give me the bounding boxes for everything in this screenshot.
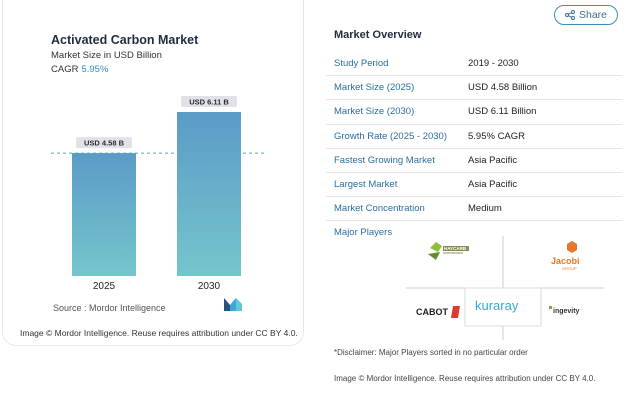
overview-value: Medium [468,203,502,215]
data-label-2025: USD 4.58 B [84,138,125,147]
overview-row-market-size-2025: Market Size (2025) USD 4.58 Billion [326,76,622,101]
overview-key[interactable]: Growth Rate (2025 - 2030) [334,130,448,142]
cagr-line: CAGR 5.95% [51,64,108,75]
overview-key[interactable]: Market Size (2025) [334,82,415,94]
overview-key[interactable]: Market Size (2030) [334,106,415,118]
mordor-logo-icon [224,298,242,311]
overview-value: USD 6.11 Billion [468,106,537,118]
jacobi-logo: Jacobi GROUP [551,241,580,271]
chart-card: USD 4.58 B 2025 USD 6.11 B 2030 Activated C… [2,0,304,346]
data-label-2030: USD 6.11 B [189,97,229,106]
kuraray-text: kuraray [475,298,519,313]
data-label-bg-2030 [181,96,237,107]
image-credit-left: Image © Mordor Intelligence. Reuse requi… [20,328,298,338]
overview-row-study-period: Study Period 2019 - 2030 [326,52,622,77]
share-icon [564,10,575,20]
overview-row-largest-market: Largest Market Asia Pacific [326,173,622,198]
overview-key[interactable]: Market Concentration [334,203,425,215]
disclaimer: *Disclaimer: Major Players sorted in no … [334,348,528,357]
overview-value: 2019 - 2030 [468,58,519,70]
cagr-label: CAGR [51,64,79,75]
overview-value: Asia Pacific [468,154,518,166]
overview-value: 5.95% CAGR [468,130,526,142]
x-tick-label-2025: 2025 [93,281,116,292]
overview-value: Asia Pacific [468,179,518,191]
overview-row-market-size-2030: Market Size (2030) USD 6.11 Billion [326,100,622,125]
bar-2025 [72,153,136,276]
ingevity-logo: ingevity [549,306,580,315]
overview-row-concentration: Market Concentration Medium [326,197,622,222]
cagr-value: 5.95% [81,64,109,75]
kuraray-logo: kuraray [464,287,542,327]
jacobi-text: Jacobi [551,256,580,266]
bar-2030 [177,112,241,276]
overview-key[interactable]: Fastest Growing Market [334,154,435,166]
major-players-title[interactable]: Major Players [334,227,393,238]
data-label-bg-2025 [76,137,132,149]
cabot-text: CABOT [416,307,448,317]
overview-key[interactable]: Largest Market [334,179,398,191]
overview-title: Market Overview [334,29,422,41]
overview-row-growth-rate: Growth Rate (2025 - 2030) 5.95% CAGR [326,125,622,149]
chart-subtitle: Market Size in USD Billion [51,50,162,61]
haycarb-text: HAYCARB [444,246,467,251]
share-button[interactable]: Share [554,5,618,25]
bar-chart: USD 4.58 B 2025 USD 6.11 B 2030 [51,96,265,292]
image-credit-right: Image © Mordor Intelligence. Reuse requi… [334,374,596,383]
overview-row-fastest-growing: Fastest Growing Market Asia Pacific [326,149,622,173]
x-tick-label-2030: 2030 [198,281,221,292]
overview-value: USD 4.58 Billion [468,82,538,94]
overview-table: Study Period 2019 - 2030 Market Size (20… [326,52,622,222]
ingevity-text: ingevity [553,308,580,315]
jacobi-sub-text: GROUP [562,266,577,271]
haycarb-logo: HAYCARB [428,242,469,260]
overview-key[interactable]: Study Period [334,58,389,70]
major-players-grid: HAYCARB Jacobi GROUP CABOT kuraray ingev… [406,236,604,340]
cabot-logo: CABOT [416,306,460,318]
chart-source: Source : Mordor Intelligence [53,303,166,313]
chart-title: Activated Carbon Market [51,33,199,47]
share-label: Share [578,9,608,21]
